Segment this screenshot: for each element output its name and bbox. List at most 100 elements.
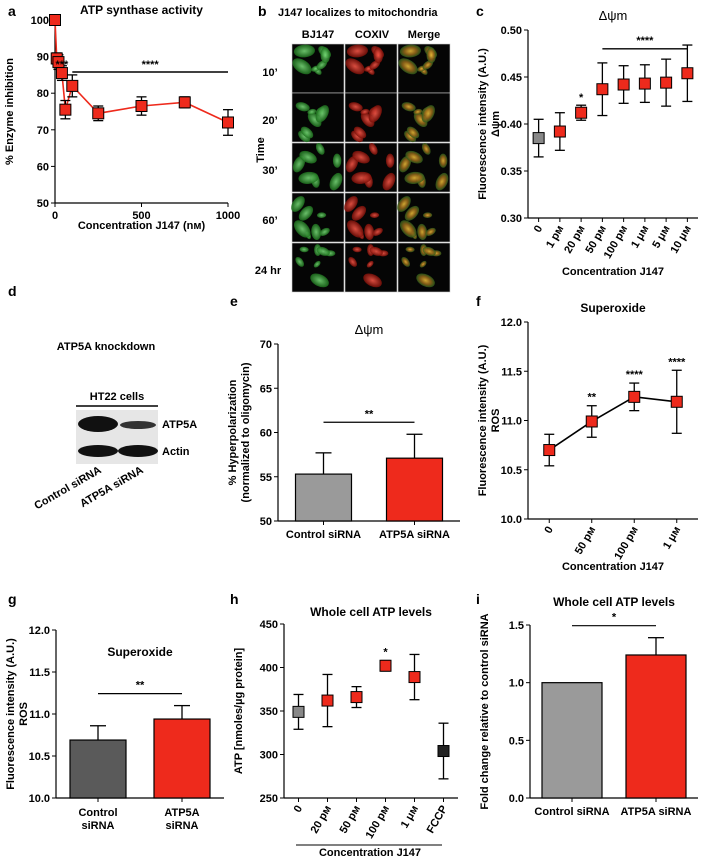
micro-cell-bj147 bbox=[319, 227, 330, 236]
panel-letter-f: f bbox=[476, 293, 481, 309]
micro-cell-bj147 bbox=[313, 260, 321, 268]
significance-label: **** bbox=[636, 35, 654, 47]
micro-cell-bj147 bbox=[315, 143, 325, 155]
panel-letter-e: e bbox=[230, 293, 238, 309]
x-tick-label: Control siRNA bbox=[286, 529, 361, 541]
micro-row-label-20: 20’ bbox=[262, 115, 277, 127]
chart-f: Superoxide 10.0 10.5 11.0 11.5 12.0 Fluorescen… bbox=[477, 301, 698, 573]
x-axis-label: Concentration J147 bbox=[319, 847, 421, 859]
significance-label: * bbox=[612, 612, 617, 624]
panel-letter-g: g bbox=[8, 591, 17, 607]
data-point-5 bbox=[638, 77, 651, 90]
chart-a: ATP synthase activity 50 60 70 80 90 100 % Enzy… bbox=[4, 3, 240, 232]
y-tick-label: 11.0 bbox=[29, 709, 50, 721]
band-atp5a-control bbox=[78, 416, 118, 432]
data-point-1 bbox=[321, 694, 334, 707]
micro-cell-coxiv bbox=[385, 153, 395, 168]
micro-cell-coxiv bbox=[351, 171, 372, 184]
data-point-4 bbox=[617, 78, 630, 91]
micro-cell-coxiv bbox=[348, 102, 363, 112]
panel-letter-i: i bbox=[476, 591, 480, 607]
data-point-1 bbox=[585, 415, 598, 428]
micro-cell-merge bbox=[426, 47, 436, 64]
micro-cell-merge bbox=[397, 196, 411, 212]
y-tick-label: 11.0 bbox=[501, 416, 522, 428]
micro-cell-merge bbox=[425, 227, 436, 236]
panel-letter-d: d bbox=[8, 283, 17, 299]
micro-cell-merge bbox=[405, 246, 415, 253]
x-tick-label: 0 bbox=[292, 804, 305, 815]
y-tick-label: 0.50 bbox=[501, 25, 522, 37]
significance-label: ** bbox=[365, 408, 374, 420]
micro-cell-bj147 bbox=[316, 246, 330, 256]
y-tick-label: 65 bbox=[260, 383, 272, 395]
y-tick-label: 0.35 bbox=[501, 166, 522, 178]
micro-cell-coxiv bbox=[363, 273, 382, 288]
micro-cell-merge bbox=[406, 126, 420, 139]
chart-title: Superoxide bbox=[580, 301, 646, 315]
y-tick-label: 1.0 bbox=[509, 678, 524, 690]
micro-cell-merge bbox=[398, 155, 412, 173]
y-axis-label-secondary: Δψm bbox=[490, 111, 502, 137]
micro-row-label-30: 30’ bbox=[262, 165, 277, 177]
data-point-3 bbox=[596, 83, 609, 96]
micro-cell-bj147 bbox=[291, 196, 305, 212]
micro-cell-merge bbox=[416, 273, 435, 288]
y-tick-label: 11.5 bbox=[29, 667, 50, 679]
y-tick-label: 10.5 bbox=[501, 465, 522, 477]
x-tick-label: 1 μм bbox=[629, 224, 651, 251]
y-tick-label: 0.40 bbox=[501, 119, 522, 131]
micro-cell-coxiv bbox=[369, 246, 383, 256]
panel-letter-h: h bbox=[230, 591, 239, 607]
y-tick-label: 70 bbox=[37, 125, 49, 137]
micro-cell-coxiv bbox=[348, 256, 358, 267]
y-axis-label: ATP [nmoles/µg protein] bbox=[233, 648, 245, 775]
data-point-0 bbox=[292, 705, 305, 718]
significance-label: * bbox=[383, 647, 388, 659]
micro-cell-coxiv bbox=[372, 227, 383, 236]
micro-cell-bj147 bbox=[299, 246, 309, 253]
panel-letter-b: b bbox=[258, 3, 267, 19]
bar-1 bbox=[625, 654, 687, 799]
chart-title: Whole cell ATP levels bbox=[310, 605, 432, 619]
y-axis-label: Fold change relative to control siRNA bbox=[479, 613, 491, 809]
x-tick-label: Control siRNA bbox=[534, 806, 609, 818]
x-tick-label: ATP5A siRNA bbox=[621, 806, 692, 818]
micro-cell-merge bbox=[422, 246, 436, 256]
y-tick-label: 0.0 bbox=[509, 793, 524, 805]
y-tick-label: 450 bbox=[260, 619, 278, 631]
y-tick-label: 70 bbox=[260, 339, 272, 351]
micro-time-axis-label: Time bbox=[255, 137, 267, 162]
chart-i: Whole cell ATP levels 0.0 0.5 1.0 1.5 Fold ch… bbox=[479, 595, 698, 818]
y-axis-label: % Hyperpolarization bbox=[227, 379, 239, 485]
micro-title: J147 localizes to mitochondria bbox=[278, 7, 438, 19]
panel-letter-c: c bbox=[476, 3, 484, 19]
micro-cell-bj147 bbox=[292, 58, 312, 75]
x-axis-label: Concentration J147 (nм) bbox=[78, 220, 206, 232]
x-tick-label: 20 pм bbox=[309, 804, 334, 836]
y-tick-label: 50 bbox=[37, 198, 49, 210]
y-tick-label: 400 bbox=[260, 663, 278, 675]
data-point-8 bbox=[178, 96, 191, 109]
chart-c: Δψm 0.30 0.35 0.40 0.45 0.50 Fluorescence inte… bbox=[477, 8, 698, 278]
x-tick-label: Control bbox=[78, 807, 117, 819]
micro-cell-coxiv bbox=[352, 150, 370, 164]
y-tick-label: 90 bbox=[37, 52, 49, 64]
micro-cell-coxiv bbox=[346, 44, 368, 58]
micro-cell-merge bbox=[404, 205, 420, 221]
data-point-6 bbox=[660, 76, 673, 89]
y-tick-label: 10.0 bbox=[501, 514, 522, 526]
x-tick-label: 500 bbox=[132, 210, 150, 222]
micro-cell-coxiv bbox=[345, 58, 365, 75]
micro-cell-bj147 bbox=[292, 155, 306, 173]
micro-col-coxiv: COXIV bbox=[355, 29, 390, 41]
micro-cell-merge bbox=[399, 220, 417, 238]
data-point-2 bbox=[628, 390, 641, 403]
bar-0 bbox=[541, 682, 603, 799]
micro-cell-merge bbox=[401, 102, 416, 112]
data-point-7 bbox=[681, 67, 694, 80]
x-tick-label: FCCP bbox=[425, 804, 450, 836]
micro-cell-coxiv bbox=[369, 212, 380, 218]
chart-g: Superoxide 10.0 10.5 11.0 11.5 12.0 Fluorescen… bbox=[5, 625, 224, 832]
micro-cell-coxiv bbox=[353, 126, 367, 139]
